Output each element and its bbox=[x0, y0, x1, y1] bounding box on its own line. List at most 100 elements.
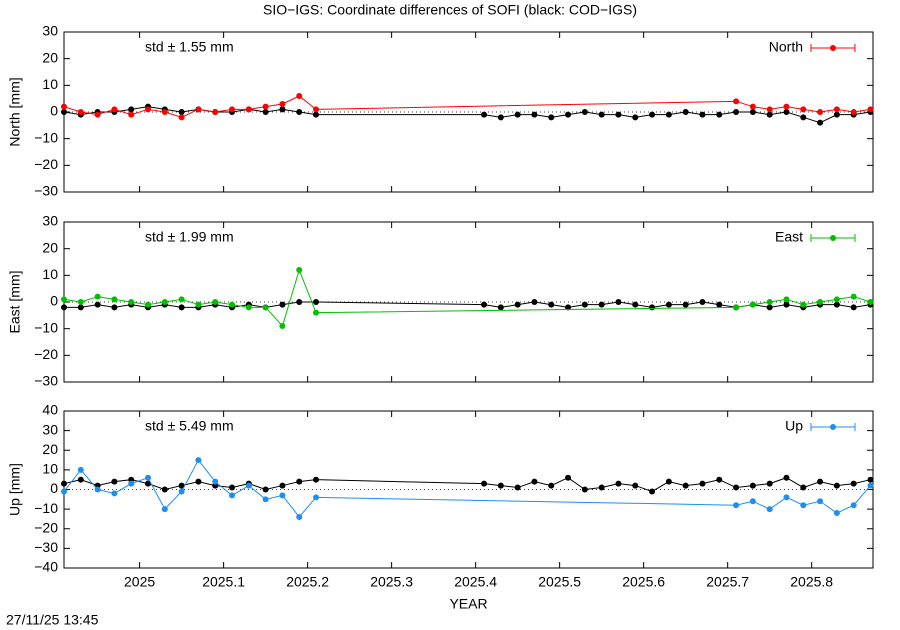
data-point bbox=[128, 111, 135, 118]
data-point bbox=[61, 480, 67, 487]
y-tick-label: −10 bbox=[34, 500, 58, 516]
data-point bbox=[279, 492, 286, 499]
y-tick-label: −10 bbox=[34, 319, 58, 335]
chart-title: SIO−IGS: Coordinate differences of SOFI … bbox=[263, 2, 637, 18]
x-tick-label: 2025.5 bbox=[538, 574, 581, 590]
y-tick-label: −10 bbox=[34, 129, 58, 145]
data-point bbox=[313, 299, 320, 305]
data-point bbox=[716, 476, 723, 483]
data-point bbox=[313, 309, 320, 316]
data-point bbox=[766, 106, 773, 113]
data-point bbox=[262, 103, 269, 110]
data-point bbox=[77, 299, 84, 305]
data-point bbox=[699, 299, 706, 305]
data-point bbox=[800, 106, 807, 113]
x-tick-label: 2025.8 bbox=[790, 574, 833, 590]
data-point bbox=[598, 111, 605, 118]
data-point bbox=[94, 486, 101, 493]
data-point bbox=[632, 301, 639, 308]
x-tick-label: 2025.1 bbox=[202, 574, 245, 590]
data-point bbox=[145, 480, 152, 487]
y-tick-label: 40 bbox=[42, 402, 58, 418]
data-point bbox=[867, 482, 874, 489]
data-point bbox=[279, 301, 286, 308]
y-axis-label: East [mm] bbox=[7, 270, 23, 333]
data-point bbox=[548, 482, 555, 489]
data-point bbox=[649, 111, 656, 118]
data-point bbox=[111, 304, 118, 311]
data-point bbox=[514, 111, 521, 118]
data-point bbox=[749, 109, 756, 115]
data-point bbox=[481, 111, 488, 118]
data-point bbox=[262, 109, 269, 115]
y-tick-label: −20 bbox=[34, 519, 58, 535]
data-point bbox=[800, 484, 807, 491]
data-point bbox=[497, 304, 504, 311]
data-point bbox=[481, 301, 488, 308]
y-tick-label: 10 bbox=[42, 76, 58, 92]
data-point bbox=[497, 482, 504, 489]
data-point bbox=[161, 299, 168, 305]
data-point bbox=[279, 482, 286, 489]
x-tick-label: 2025 bbox=[124, 574, 155, 590]
data-point bbox=[229, 484, 236, 491]
data-point bbox=[766, 506, 773, 513]
data-point bbox=[313, 494, 320, 501]
data-point bbox=[279, 323, 286, 329]
data-point bbox=[699, 480, 706, 487]
data-point bbox=[245, 482, 252, 489]
y-tick-label: 30 bbox=[42, 23, 58, 39]
data-point bbox=[514, 301, 521, 308]
data-point bbox=[749, 103, 756, 110]
y-tick-label: −30 bbox=[34, 183, 58, 199]
data-point bbox=[195, 457, 202, 464]
data-point bbox=[111, 478, 118, 485]
data-point bbox=[615, 299, 622, 305]
y-axis-label: North [mm] bbox=[7, 77, 23, 146]
legend-marker bbox=[830, 235, 836, 241]
data-point bbox=[195, 301, 202, 308]
data-point bbox=[212, 109, 219, 115]
y-tick-label: 20 bbox=[42, 239, 58, 255]
legend-marker bbox=[830, 45, 836, 51]
data-point bbox=[733, 502, 740, 509]
data-point bbox=[850, 304, 857, 311]
data-point bbox=[867, 299, 874, 305]
y-tick-label: 0 bbox=[50, 293, 58, 309]
data-point bbox=[649, 304, 656, 311]
data-point bbox=[733, 109, 740, 115]
data-point bbox=[665, 111, 672, 118]
data-point bbox=[94, 293, 101, 300]
data-point bbox=[195, 106, 202, 113]
data-point bbox=[178, 304, 185, 311]
data-point bbox=[581, 301, 588, 308]
data-point bbox=[565, 111, 572, 118]
x-axis-label: YEAR bbox=[449, 596, 487, 612]
data-point bbox=[212, 478, 219, 485]
x-tick-label: 2025.3 bbox=[370, 574, 413, 590]
annotation: std ± 1.55 mm bbox=[145, 39, 234, 55]
data-point bbox=[61, 488, 67, 495]
data-point bbox=[262, 496, 269, 503]
data-point bbox=[61, 304, 67, 311]
x-tick-label: 2025.2 bbox=[286, 574, 329, 590]
series-line bbox=[63, 268, 871, 327]
data-point bbox=[850, 502, 857, 509]
x-tick-label: 2025.4 bbox=[454, 574, 497, 590]
data-point bbox=[61, 109, 67, 115]
y-tick-label: 20 bbox=[42, 49, 58, 65]
y-tick-label: 10 bbox=[42, 266, 58, 282]
y-axis-label: Up [mm] bbox=[7, 463, 23, 516]
series-line bbox=[63, 477, 871, 493]
data-point bbox=[783, 494, 790, 501]
data-point bbox=[178, 482, 185, 489]
data-point bbox=[800, 114, 807, 121]
data-point bbox=[783, 109, 790, 115]
data-point bbox=[262, 486, 269, 493]
data-point bbox=[161, 486, 168, 493]
data-point bbox=[749, 301, 756, 308]
data-point bbox=[77, 466, 84, 473]
data-point bbox=[178, 114, 185, 121]
data-point bbox=[817, 109, 824, 115]
